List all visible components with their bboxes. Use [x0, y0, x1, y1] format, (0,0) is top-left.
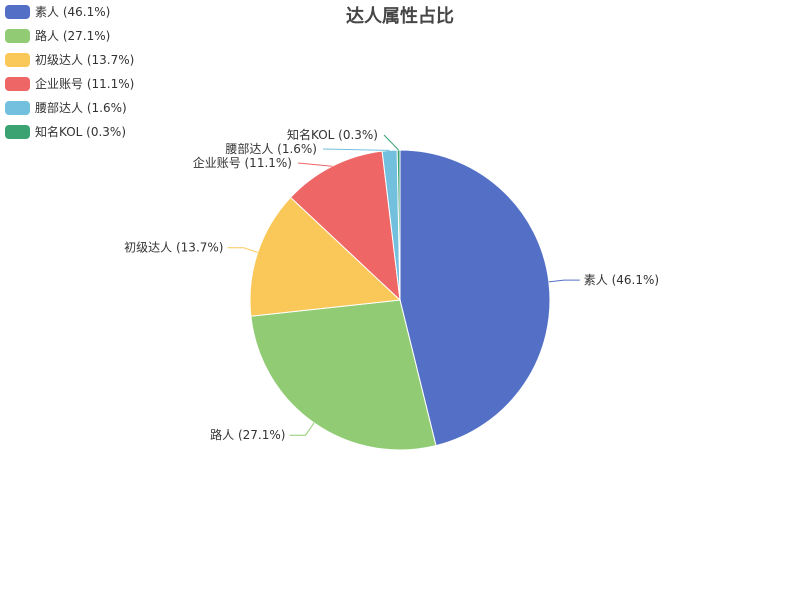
legend-item-1[interactable]: 素人 (46.1%)	[5, 5, 110, 19]
legend-label: 腰部达人 (1.6%)	[35, 100, 127, 115]
slice-2-leader-line	[289, 422, 315, 436]
legend-swatch	[5, 29, 30, 43]
slice-3-wedge[interactable]	[249, 196, 402, 317]
legend-item-4[interactable]: 企业账号 (11.1%)	[5, 76, 134, 91]
slice-3-leader-line	[227, 247, 258, 253]
legend-label: 企业账号 (11.1%)	[35, 76, 134, 91]
legend-item-2[interactable]: 路人 (27.1%)	[5, 28, 110, 43]
legend-swatch	[5, 5, 30, 19]
slice-4-leader-line	[297, 162, 333, 167]
legend-label: 初级达人 (13.7%)	[35, 53, 134, 67]
slice-2-label: 路人 (27.1%)	[210, 427, 285, 442]
legend-swatch	[5, 77, 30, 91]
legend-label: 素人 (46.1%)	[35, 5, 110, 19]
legend-label: 路人 (27.1%)	[35, 28, 110, 43]
slice-5-leader-line	[322, 148, 390, 151]
slice-6-label: 知名KOL (0.3%)	[287, 127, 378, 142]
slice-4-label: 企业账号 (11.1%)	[193, 155, 292, 170]
legend-item-3[interactable]: 初级达人 (13.7%)	[5, 53, 134, 67]
legend-swatch	[5, 101, 30, 115]
pie-slices	[249, 149, 551, 451]
slice-3-label: 初级达人 (13.7%)	[124, 241, 223, 255]
slice-1-leader-line	[548, 279, 580, 283]
slice-1-label: 素人 (46.1%)	[584, 273, 659, 287]
legend-label: 知名KOL (0.3%)	[35, 124, 126, 139]
chart-title: 达人属性占比	[346, 5, 454, 27]
slice-1-wedge[interactable]	[399, 149, 551, 447]
slice-6-leader-line	[383, 134, 399, 151]
legend-item-5[interactable]: 腰部达人 (1.6%)	[5, 100, 127, 115]
slice-labels: 素人 (46.1%) 路人 (27.1%) 初级达人 (13.7%) 企业账号 (11…	[124, 127, 659, 442]
legend-item-6[interactable]: 知名KOL (0.3%)	[5, 124, 126, 139]
slice-5-label: 腰部达人 (1.6%)	[225, 141, 317, 156]
legend: 素人 (46.1%) 路人 (27.1%) 初级达人 (13.7%) 企业账号 (11…	[5, 5, 134, 139]
legend-swatch	[5, 125, 30, 139]
legend-swatch	[5, 53, 30, 67]
